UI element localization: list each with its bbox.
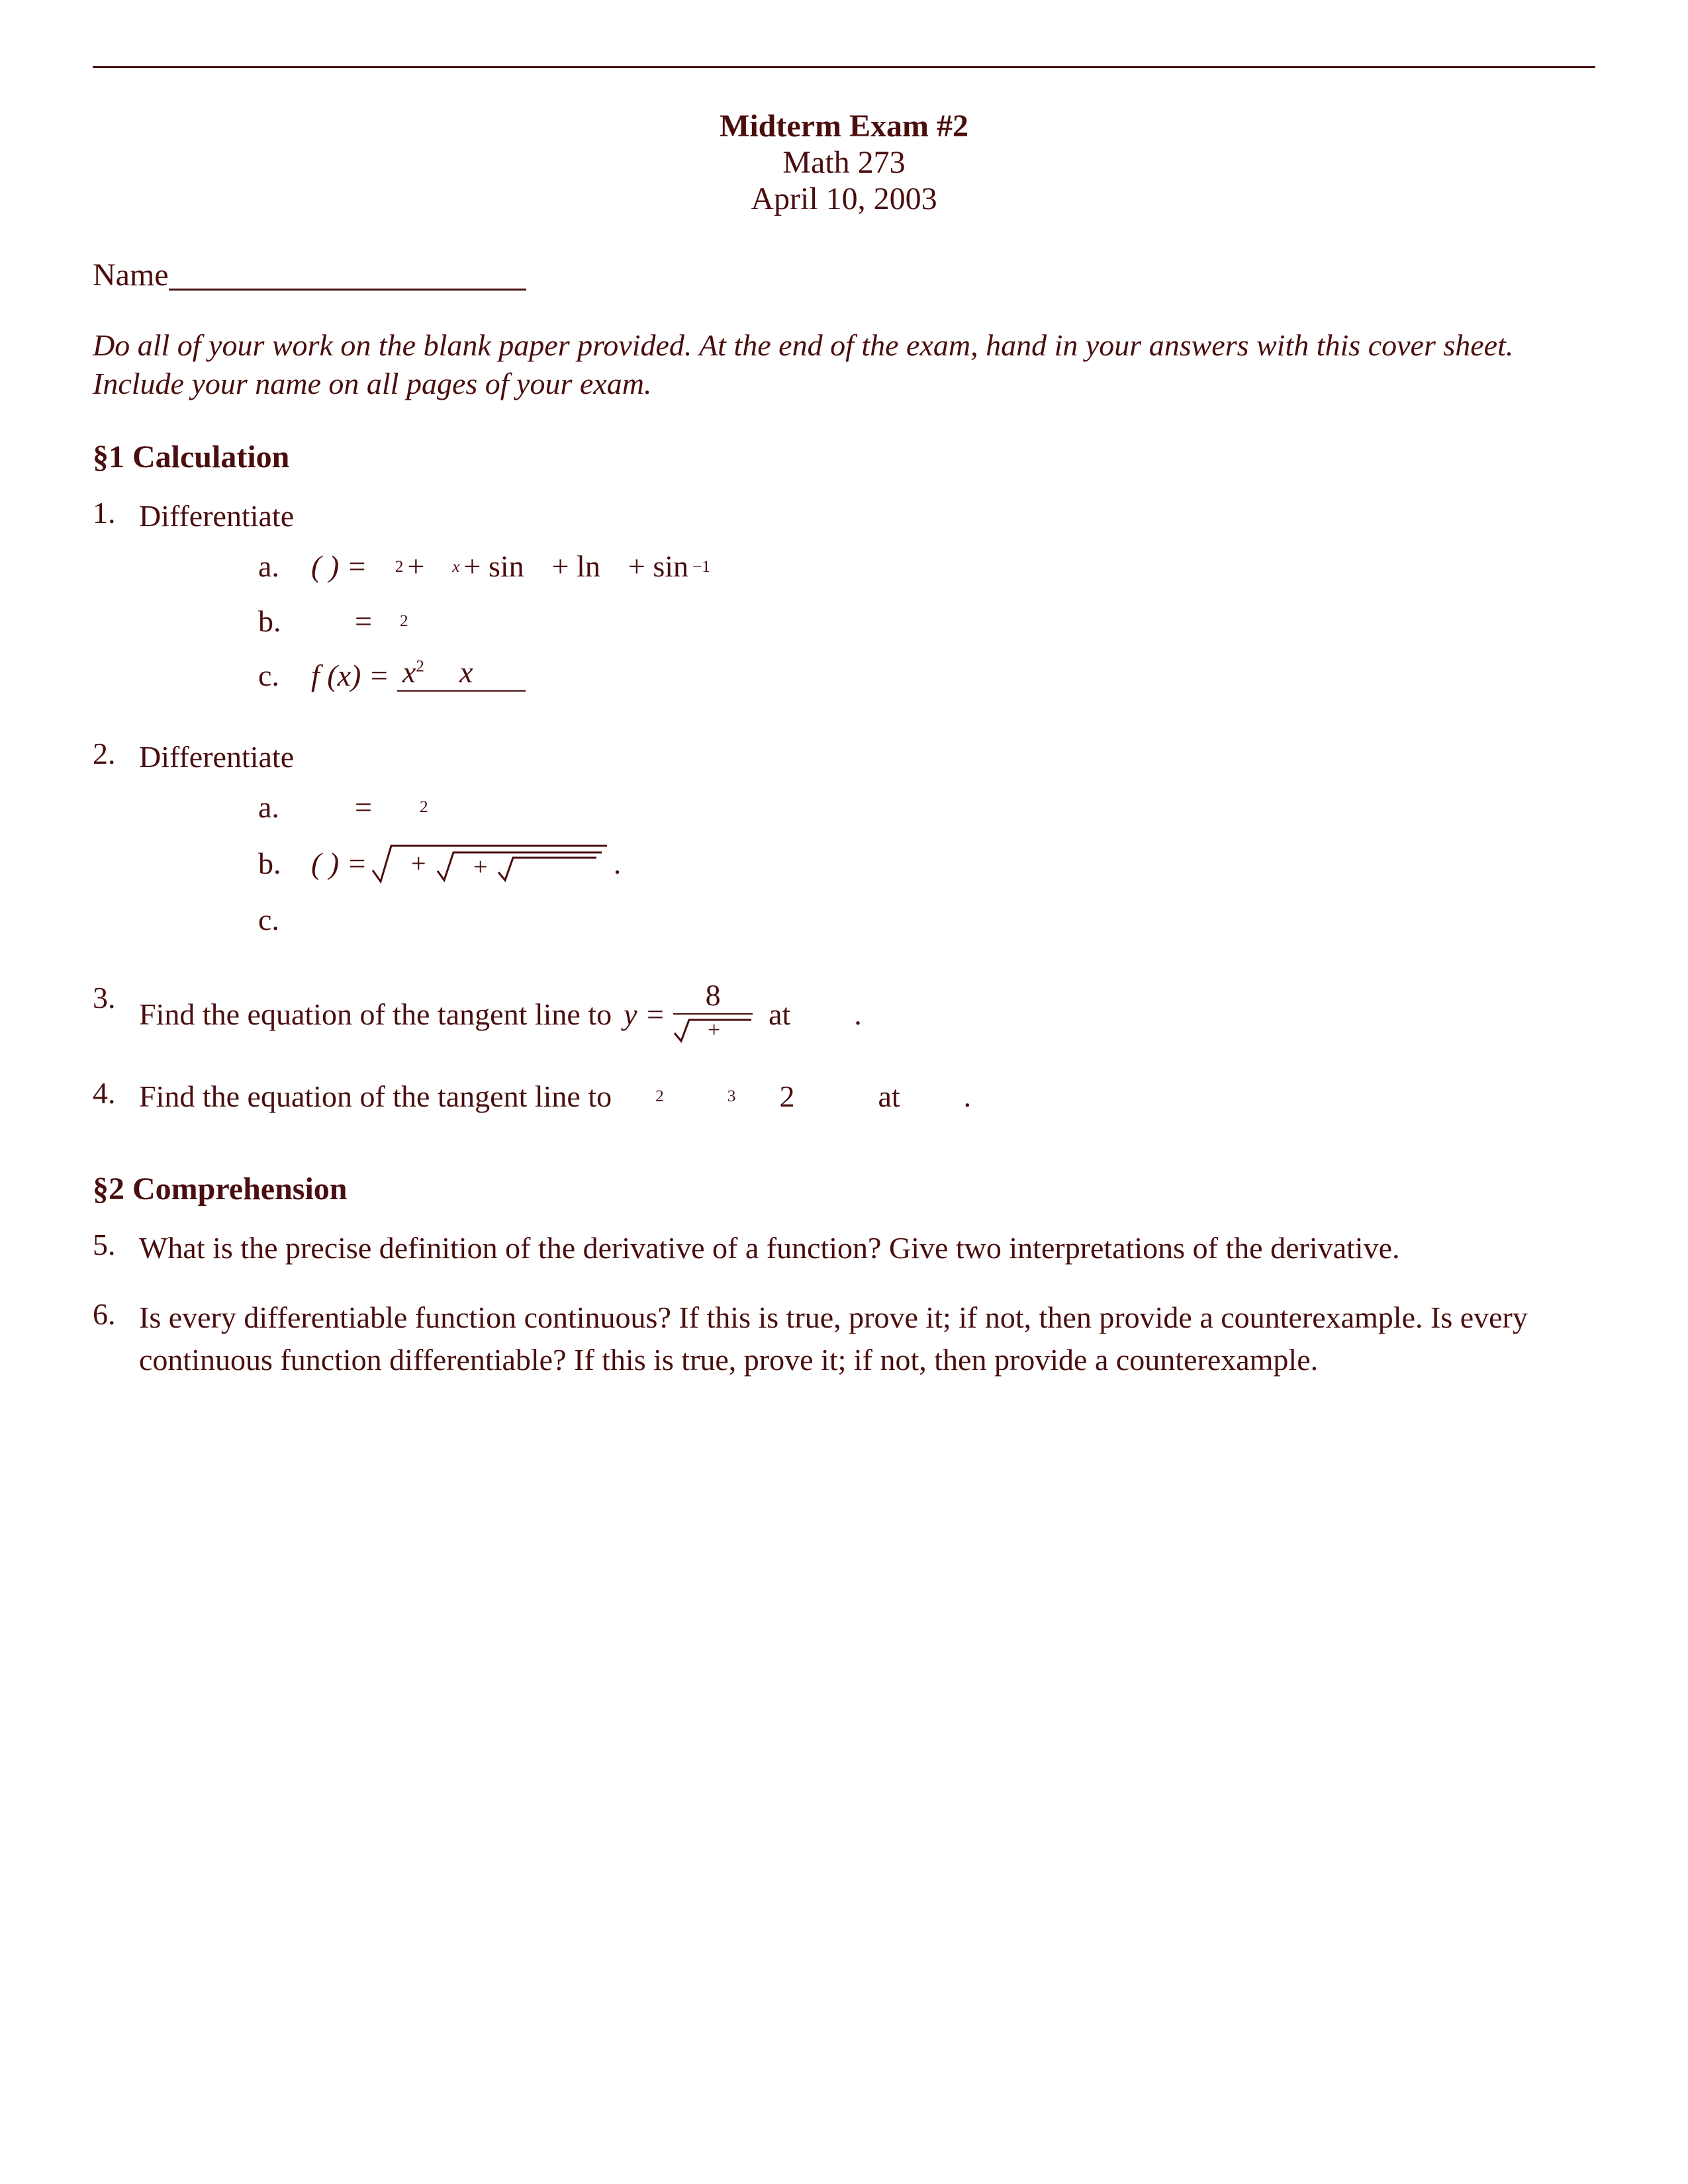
top-rule — [93, 66, 1595, 68]
question-6: 6. Is every differentiable function cont… — [93, 1297, 1595, 1382]
section1-heading: §1 Calculation — [93, 439, 1595, 475]
question-2: 2. Differentiate a. = 2 b. ( ) = — [93, 736, 1595, 954]
q1b-label: b. — [258, 600, 311, 643]
question-4: 4. Find the equation of the tangent line… — [93, 1075, 1595, 1118]
q1b-expression: = 2 — [311, 600, 408, 643]
q2a-expression: = 2 — [311, 786, 428, 829]
q4-exp3: 3 — [727, 1085, 736, 1108]
svg-text:+: + — [473, 853, 487, 881]
exam-title: Midterm Exam #2 — [93, 108, 1595, 144]
q4-two: 2 — [779, 1075, 794, 1118]
q4-text: Find the equation of the tangent line to — [139, 1075, 612, 1118]
q1c-fraction: x2 x — [397, 657, 526, 694]
q2a-label: a. — [258, 786, 311, 829]
q2-text: Differentiate — [139, 740, 294, 774]
question-1: 1. Differentiate a. ( ) = 2 + x + sin + — [93, 495, 1595, 709]
q4-number: 4. — [93, 1075, 139, 1118]
q1c: c. f (x) = x2 x — [258, 655, 1595, 697]
svg-text:+: + — [411, 848, 426, 878]
exam-date: April 10, 2003 — [93, 181, 1595, 217]
nested-radical-icon: + + — [371, 841, 610, 887]
q1b: b. = 2 — [258, 600, 1595, 643]
svg-text:+: + — [708, 1018, 720, 1042]
q2b-label: b. — [258, 842, 311, 885]
q2b-expression: ( ) = + + — [311, 841, 621, 887]
q3-at: at — [769, 993, 790, 1036]
q4-exp2: 2 — [655, 1085, 664, 1108]
q3-number: 3. — [93, 980, 139, 1049]
q2c: c. — [258, 899, 1595, 941]
q1c-expression: f (x) = x2 x — [311, 655, 530, 697]
sqrt-icon: + — [673, 1017, 753, 1044]
q2b: b. ( ) = + + — [258, 841, 1595, 887]
q6-text: Is every differentiable function continu… — [139, 1297, 1595, 1382]
exam-header: Midterm Exam #2 Math 273 April 10, 2003 — [93, 108, 1595, 217]
exam-instructions: Do all of your work on the blank paper p… — [93, 326, 1595, 402]
name-field-row: Name — [93, 257, 1595, 293]
exam-course: Math 273 — [93, 144, 1595, 181]
q2a: a. = 2 — [258, 786, 1595, 829]
name-underline[interactable] — [169, 289, 526, 291]
q6-number: 6. — [93, 1297, 139, 1382]
q3-text: Find the equation of the tangent line to — [139, 993, 612, 1036]
q2-number: 2. — [93, 736, 139, 954]
question-3: 3. Find the equation of the tangent line… — [93, 980, 1595, 1049]
q1a-label: a. — [258, 545, 311, 588]
section2-heading: §2 Comprehension — [93, 1171, 1595, 1207]
q1a: a. ( ) = 2 + x + sin + ln + sin−1 — [258, 545, 1595, 588]
q2c-label: c. — [258, 899, 311, 941]
name-label: Name — [93, 257, 169, 293]
q1-text: Differentiate — [139, 499, 294, 533]
q4-at: at — [878, 1075, 900, 1118]
q1c-label: c. — [258, 655, 311, 697]
question-5: 5. What is the precise definition of the… — [93, 1227, 1595, 1269]
q1a-expression: ( ) = 2 + x + sin + ln + sin−1 — [311, 545, 710, 588]
q5-text: What is the precise definition of the de… — [139, 1227, 1595, 1269]
q1-number: 1. — [93, 495, 139, 709]
q5-number: 5. — [93, 1227, 139, 1269]
q3-tail: . — [854, 993, 862, 1036]
q3-equation: y = 8 + — [624, 980, 757, 1049]
q4-tail: . — [964, 1075, 972, 1118]
